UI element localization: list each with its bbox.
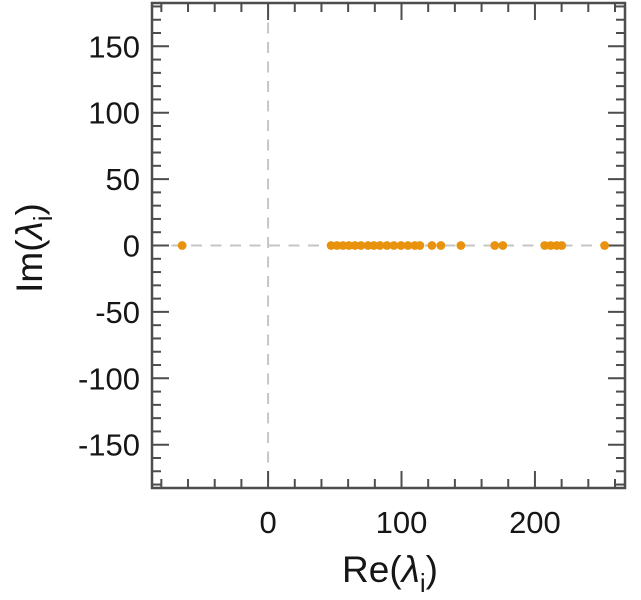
y-axis-tick-label: 50: [106, 162, 140, 197]
eigenvalue-point: [415, 241, 425, 250]
eigenvalue-point: [382, 241, 392, 250]
eigenvalue-points: [177, 241, 609, 250]
eigenvalue-point: [389, 241, 399, 250]
axis-title-prefix: Im(: [9, 239, 50, 293]
y-axis-tick-label: -150: [78, 428, 140, 463]
y-axis-tick-label: 150: [88, 29, 140, 64]
lambda-symbol: λ: [400, 549, 420, 590]
eigenvalue-point: [436, 241, 446, 250]
eigenvalue-point: [557, 241, 567, 250]
eigenvalue-point: [498, 241, 508, 250]
eigenvalue-point: [427, 241, 437, 250]
eigenvalue-point: [356, 241, 366, 250]
x-axis-tick-label: 0: [259, 505, 276, 540]
axis-title-suffix: ): [426, 549, 438, 590]
axis-title-subscript: i: [28, 215, 58, 221]
axis-title-subscript: i: [420, 568, 426, 598]
y-axis-tick-label: -50: [95, 295, 140, 330]
eigenvalue-point: [375, 241, 385, 250]
lambda-symbol: λ: [9, 221, 50, 241]
axis-title-suffix: ): [9, 203, 50, 215]
y-axis-tick-marks: [152, 5, 625, 486]
y-axis-tick-label: -100: [78, 361, 140, 396]
eigenvalue-point: [177, 241, 187, 250]
eigenvalue-point: [403, 241, 413, 250]
x-axis-tick-marks: [160, 3, 616, 488]
y-axis-title: Im(λi): [9, 203, 58, 293]
x-axis-tick-label: 200: [509, 505, 561, 540]
axis-title-prefix: Re(: [342, 549, 402, 590]
x-axis-tick-label: 100: [376, 505, 428, 540]
eigenvalue-point: [600, 241, 609, 250]
x-axis-title: Re(λi): [342, 549, 438, 598]
eigenvalue-point: [456, 241, 466, 250]
eigenvalue-point: [396, 241, 406, 250]
y-axis-tick-label: 100: [88, 96, 140, 131]
eigenvalue-point: [490, 241, 500, 250]
y-axis-tick-label: 0: [123, 229, 140, 264]
